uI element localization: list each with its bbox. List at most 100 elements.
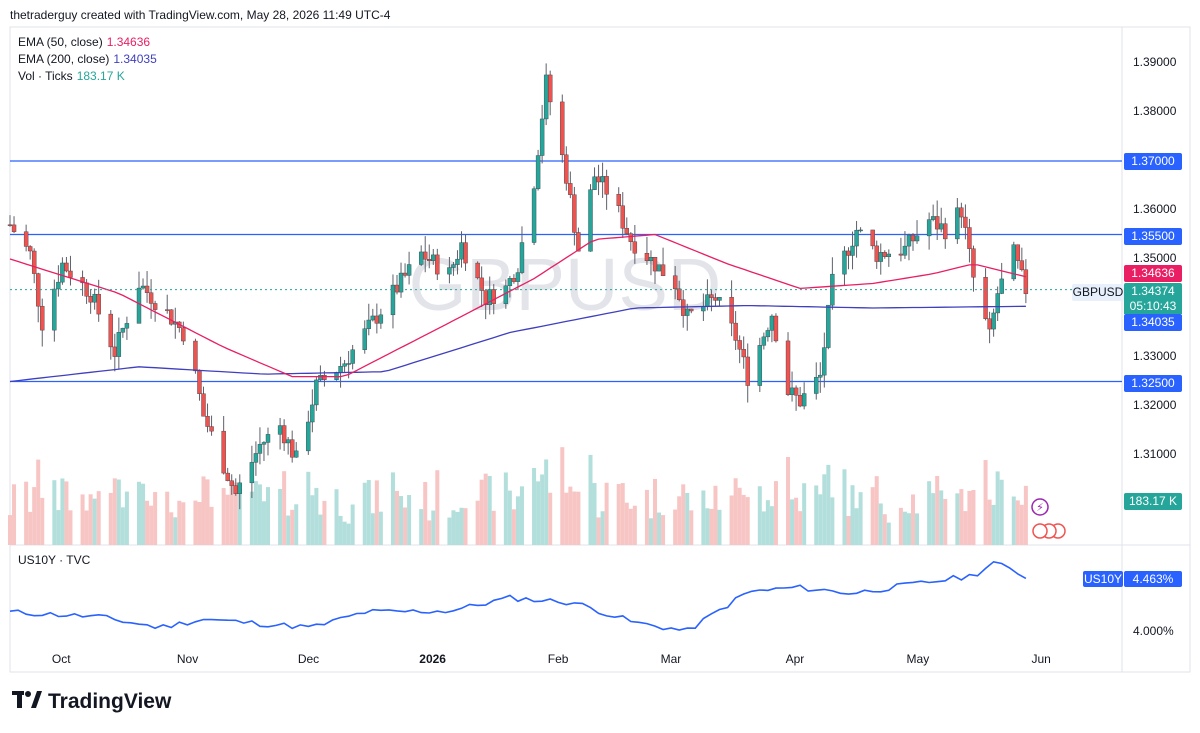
- volume-bar: [846, 515, 851, 545]
- volume-bar: [153, 492, 158, 545]
- volume-bar: [181, 502, 186, 545]
- legend-label: Vol · Ticks: [18, 69, 73, 83]
- candle: [511, 278, 517, 282]
- volume-bar: [568, 486, 573, 545]
- volume-bar: [673, 509, 678, 545]
- candle: [451, 264, 456, 268]
- volume-bar: [576, 491, 581, 545]
- candle: [882, 252, 887, 257]
- candle: [822, 347, 827, 376]
- volume-bar: [84, 510, 89, 545]
- volume-bar: [886, 522, 891, 545]
- volume-bar: [773, 481, 778, 545]
- volume-bar: [911, 494, 915, 545]
- volume-bar: [266, 487, 270, 545]
- volume-bar: [1023, 485, 1028, 545]
- candle: [31, 250, 37, 274]
- volume-bar: [544, 459, 549, 545]
- events-icons[interactable]: ⚡: [1031, 498, 1066, 539]
- volume-bar: [850, 485, 855, 545]
- legend-volume[interactable]: Vol · Ticks 183.17 K: [18, 69, 125, 83]
- volume-bar: [624, 502, 629, 545]
- candle: [959, 207, 964, 218]
- candle: [543, 74, 549, 120]
- candle: [906, 234, 912, 247]
- volume-bar: [798, 511, 803, 545]
- volume-bar: [741, 494, 746, 545]
- candle: [910, 234, 916, 242]
- candle: [842, 250, 847, 275]
- candle: [148, 292, 154, 304]
- candle: [971, 248, 976, 278]
- price-badge: 1.32500: [1124, 375, 1182, 392]
- volume-bar: [564, 492, 569, 545]
- volume-bar: [407, 495, 412, 545]
- volume-bar: [108, 492, 113, 545]
- volume-bar: [169, 512, 174, 545]
- price-badge: 1.35500: [1124, 228, 1182, 245]
- volume-bar: [540, 474, 545, 545]
- volume-bar: [915, 513, 920, 545]
- us10y-pane-label[interactable]: US10Y · TVC: [18, 553, 91, 567]
- candle: [765, 330, 771, 338]
- volume-bar: [205, 479, 210, 545]
- candle: [757, 345, 763, 386]
- volume-bar: [745, 497, 750, 545]
- volume-bar: [483, 473, 488, 545]
- flag-icon[interactable]: [1032, 523, 1048, 539]
- legend-ema200[interactable]: EMA (200, close) 1.34035: [18, 52, 157, 66]
- volume-bar: [141, 483, 146, 545]
- candle: [934, 216, 940, 230]
- volume-bar: [681, 484, 686, 545]
- tradingview-logo[interactable]: TradingView: [12, 690, 171, 714]
- candle: [390, 284, 396, 316]
- volume-bar: [80, 494, 85, 545]
- volume-bar: [572, 491, 577, 545]
- candle: [27, 246, 33, 252]
- volume-bar: [814, 485, 819, 545]
- candle: [475, 262, 480, 279]
- lightning-icon[interactable]: [1031, 498, 1049, 516]
- candle: [705, 294, 710, 307]
- volume-bar: [689, 510, 694, 545]
- candle: [652, 256, 658, 272]
- candle: [729, 297, 734, 324]
- volume-bar: [898, 507, 903, 545]
- candle: [539, 118, 545, 156]
- volume-bar: [620, 483, 625, 545]
- candle: [576, 232, 581, 252]
- us10y-value-badge: 4.463%: [1124, 571, 1182, 587]
- candle: [80, 277, 85, 284]
- volume-bar: [306, 471, 311, 545]
- volume-bar: [1011, 496, 1016, 545]
- volume-bars: [8, 447, 1028, 545]
- legend-ema50[interactable]: EMA (50, close) 1.34636: [18, 35, 150, 49]
- candle: [620, 205, 625, 229]
- volume-bar: [503, 472, 508, 545]
- legend-label: EMA (200, close): [18, 52, 110, 66]
- candle: [342, 363, 347, 367]
- volume-bar: [435, 470, 440, 545]
- candle: [1015, 244, 1021, 261]
- candle: [11, 224, 17, 232]
- ema50-line: [9, 233, 1027, 378]
- volume-bar: [532, 467, 537, 545]
- legend-label: EMA (50, close): [18, 35, 103, 49]
- candle: [277, 425, 283, 435]
- candle: [596, 176, 601, 183]
- last-price-badge: 1.34374: [1124, 283, 1182, 300]
- volume-bar: [286, 515, 291, 545]
- volume-bar: [362, 482, 367, 545]
- volume-bar: [935, 475, 940, 545]
- candle: [152, 303, 158, 310]
- candle: [991, 312, 996, 330]
- volume-bar: [677, 496, 682, 545]
- candle: [289, 439, 295, 458]
- price-badge: 1.37000: [1124, 153, 1182, 170]
- candle: [955, 207, 960, 240]
- volume-bar: [939, 490, 944, 545]
- y-tick-label: 1.39000: [1133, 55, 1177, 69]
- candle: [52, 288, 57, 331]
- candle: [503, 285, 509, 304]
- volume-bar: [225, 494, 230, 545]
